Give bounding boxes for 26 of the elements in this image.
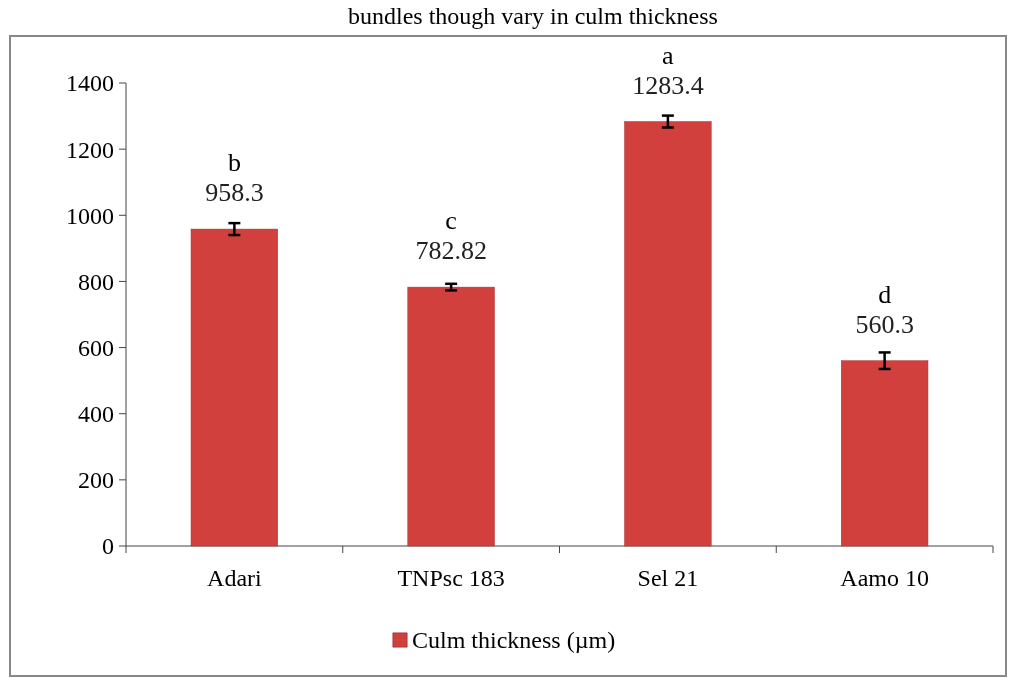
x-tick-label: Aamo 10 (840, 565, 929, 591)
annotation: b (227, 148, 241, 178)
y-tick-label: 200 (78, 467, 114, 494)
y-tick-label: 1000 (66, 202, 114, 229)
y-tick-label: 400 (78, 401, 114, 428)
x-tick-label: Sel 21 (637, 565, 699, 591)
y-tick-label: 1200 (66, 136, 114, 163)
data-label: 782.82 (415, 236, 487, 266)
x-tick-label: TNPsc 183 (397, 565, 505, 591)
data-label: 1283.4 (632, 70, 704, 100)
data-label: 958.3 (205, 178, 264, 208)
bar (841, 360, 929, 547)
y-tick-label: 600 (78, 334, 114, 361)
legend-label: Culm thickness (µm) (412, 627, 616, 654)
annotation: d (878, 279, 892, 309)
y-tick-label: 1400 (66, 70, 114, 97)
x-tick-label: Adari (207, 565, 263, 591)
text: bundles though vary in culm thickness (348, 3, 718, 29)
y-tick-label: 800 (78, 268, 114, 295)
annotation: c (445, 206, 457, 236)
data-label: 560.3 (855, 309, 914, 339)
y-tick-label: 0 (102, 533, 114, 560)
bar (190, 228, 278, 547)
bar (624, 121, 712, 547)
annotation: a (662, 40, 675, 70)
bar (407, 286, 495, 547)
